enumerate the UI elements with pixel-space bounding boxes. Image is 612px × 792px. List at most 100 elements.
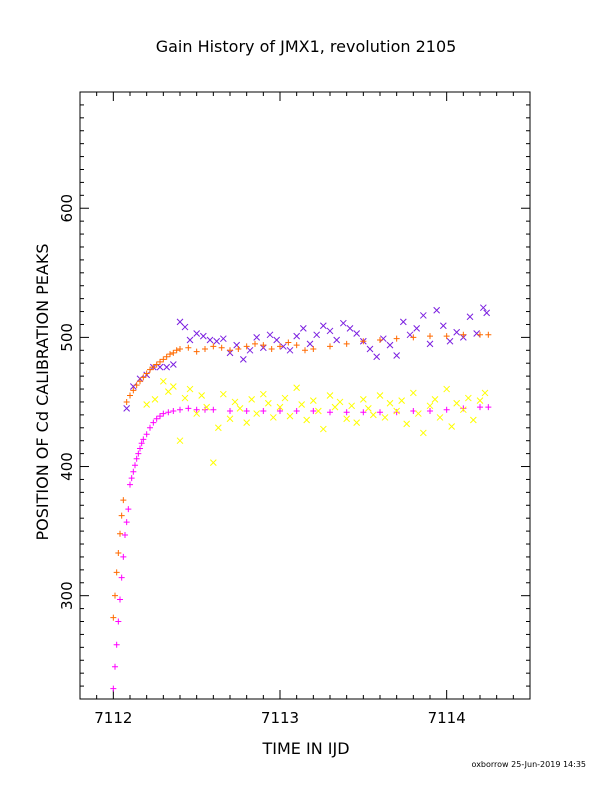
data-point-magenta <box>377 409 383 416</box>
data-point-yellow <box>464 394 472 402</box>
data-point-yellow <box>143 401 151 408</box>
data-point-orange <box>160 356 167 363</box>
chart-title: Gain History of JMX1, revolution 2105 <box>156 37 457 56</box>
data-point-orange <box>377 336 383 343</box>
data-point-purple <box>433 306 441 314</box>
data-point-orange <box>260 342 267 349</box>
data-point-orange <box>112 592 118 599</box>
data-point-orange <box>302 347 308 354</box>
data-point-orange <box>170 349 177 356</box>
data-point-purple <box>313 331 321 339</box>
data-point-orange <box>157 358 163 365</box>
data-point-magenta <box>485 404 492 411</box>
data-point-yellow <box>231 398 239 406</box>
y-tick-label: 600 <box>58 194 76 223</box>
data-point-yellow <box>253 410 261 417</box>
data-point-purple <box>156 363 164 371</box>
data-point-purple <box>326 327 334 335</box>
x-axis-label: TIME IN IJD <box>261 739 349 758</box>
data-point-magenta <box>110 685 117 692</box>
data-point-yellow <box>181 394 189 402</box>
data-point-orange <box>177 346 183 353</box>
data-point-magenta <box>113 641 120 648</box>
x-tick-label: 7112 <box>94 709 132 727</box>
x-axis-ticks: 7112 7113 7114 <box>79 92 531 727</box>
data-point-purple <box>446 337 454 345</box>
data-point-purple <box>246 346 254 354</box>
data-point-magenta <box>277 407 283 414</box>
data-point-purple <box>399 318 407 326</box>
data-point-yellow <box>469 416 477 424</box>
data-point-yellow <box>219 390 227 398</box>
data-point-orange <box>115 550 122 557</box>
data-point-orange <box>477 331 483 338</box>
data-point-yellow <box>453 399 461 407</box>
data-point-purple <box>266 331 274 339</box>
data-point-orange <box>285 339 292 346</box>
data-point-magenta <box>130 468 137 475</box>
data-point-purple <box>206 336 214 344</box>
data-point-purple <box>273 336 281 344</box>
data-point-yellow <box>431 396 439 403</box>
data-point-purple <box>253 334 261 341</box>
data-point-purple <box>319 322 327 330</box>
data-point-purple <box>193 330 201 337</box>
data-point-magenta <box>360 409 367 416</box>
data-point-yellow <box>398 397 406 405</box>
data-point-yellow <box>243 419 251 426</box>
data-point-orange <box>185 344 192 351</box>
data-point-magenta <box>117 596 123 603</box>
data-point-purple <box>123 405 131 412</box>
data-point-magenta <box>177 406 183 413</box>
data-point-magenta <box>443 406 450 413</box>
data-point-orange <box>443 333 450 340</box>
data-point-yellow <box>353 419 361 426</box>
data-point-yellow <box>164 388 172 395</box>
data-point-purple <box>483 309 491 317</box>
data-point-yellow <box>448 423 456 430</box>
data-point-yellow <box>169 383 177 390</box>
data-point-orange <box>310 346 317 353</box>
x-tick-label: 7114 <box>428 709 466 727</box>
data-point-yellow <box>209 459 217 467</box>
data-point-magenta <box>243 407 250 414</box>
data-point-magenta <box>393 409 400 416</box>
data-point-yellow <box>481 389 489 397</box>
data-point-yellow <box>343 415 351 423</box>
data-point-orange <box>393 335 400 342</box>
data-point-purple <box>199 332 207 340</box>
y-tick-label: 400 <box>58 452 76 481</box>
data-point-yellow <box>319 425 327 433</box>
data-point-magenta <box>327 409 333 416</box>
data-point-magenta <box>122 531 128 538</box>
data-point-orange <box>460 331 467 338</box>
data-point-yellow <box>443 385 451 393</box>
data-point-yellow <box>309 397 317 405</box>
data-point-magenta <box>343 409 350 416</box>
data-point-magenta <box>137 445 143 452</box>
data-point-orange <box>163 353 170 360</box>
data-point-magenta <box>147 424 153 431</box>
data-point-yellow <box>314 407 322 415</box>
data-point-magenta <box>227 407 233 414</box>
data-point-orange <box>123 398 130 405</box>
x-tick-label: 7113 <box>261 709 299 727</box>
data-point-yellow <box>293 384 301 392</box>
data-point-orange <box>210 343 217 350</box>
data-point-purple <box>413 324 421 332</box>
data-point-yellow <box>176 437 184 445</box>
data-point-yellow <box>376 392 384 399</box>
data-point-yellow <box>426 402 434 410</box>
data-point-purple <box>379 335 387 343</box>
data-point-orange <box>193 348 200 355</box>
data-point-purple <box>473 330 481 337</box>
data-point-yellow <box>286 412 294 420</box>
data-point-purple <box>339 319 347 327</box>
data-point-orange <box>277 343 283 350</box>
data-point-yellow <box>336 398 344 406</box>
data-point-purple <box>169 361 177 368</box>
data-point-orange <box>293 342 300 349</box>
data-point-purple <box>176 318 184 326</box>
data-point-yellow <box>186 385 194 393</box>
data-point-purple <box>279 343 287 350</box>
